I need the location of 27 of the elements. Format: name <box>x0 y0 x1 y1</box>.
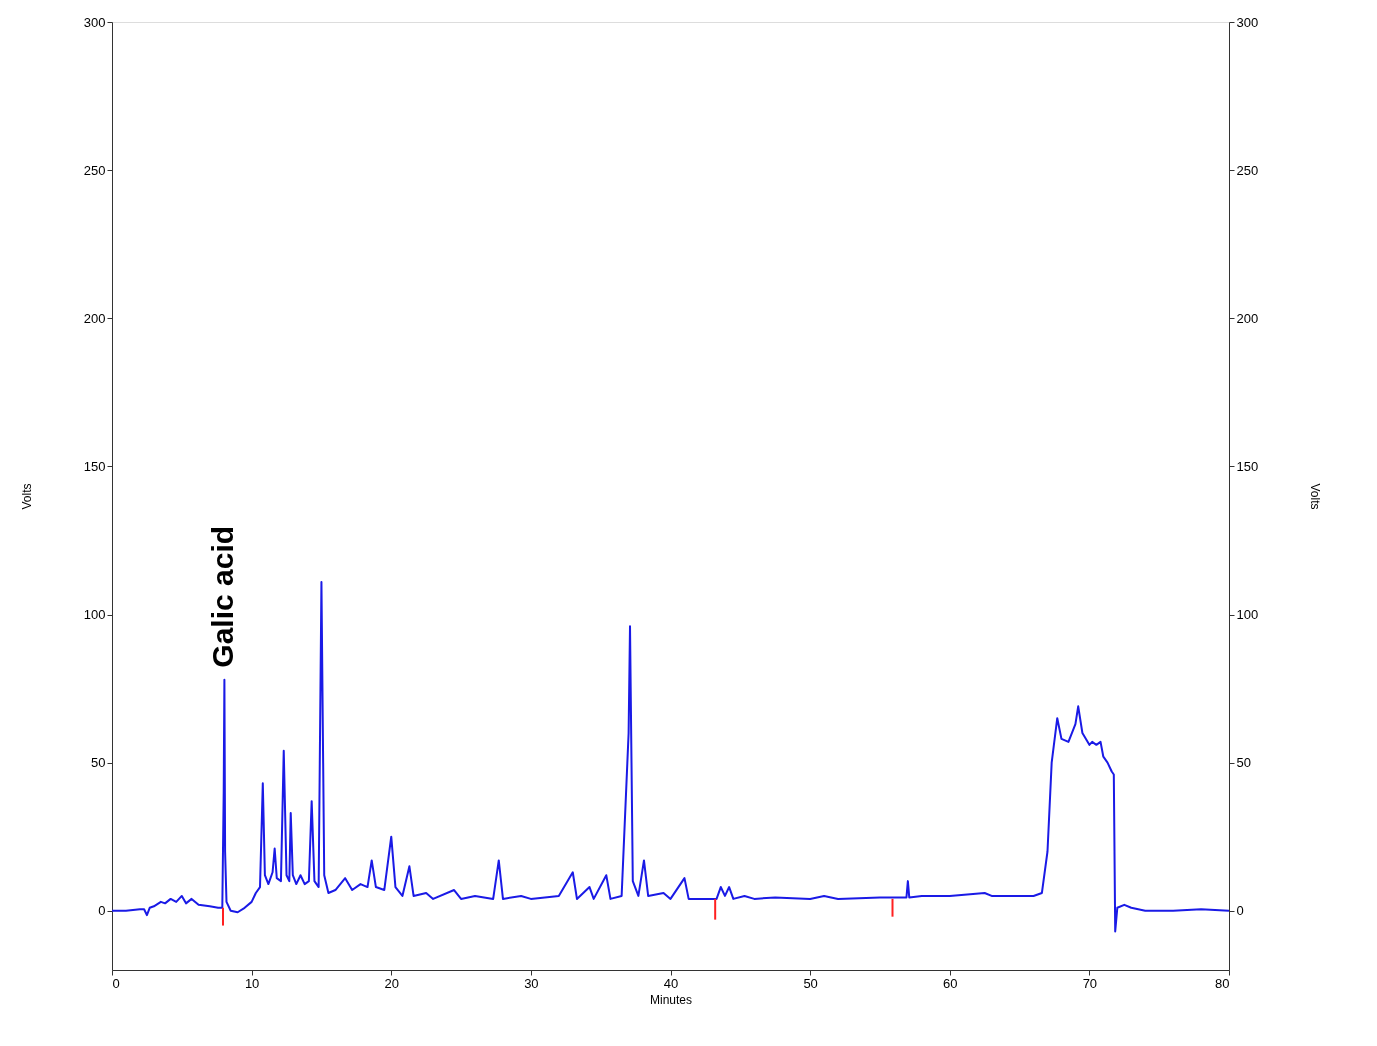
y2-tick-label: 50 <box>1236 755 1251 771</box>
y-tick-label: 200 <box>83 310 106 326</box>
x-tick-label: 0 <box>112 975 120 991</box>
y2-tick-label: 250 <box>1236 162 1259 178</box>
y-tick-label: 250 <box>83 162 106 178</box>
annotation: Galic acid <box>206 525 240 668</box>
x-tick-label: 80 <box>1215 975 1230 991</box>
y2-tick-label: 200 <box>1236 310 1259 326</box>
y2-tick-label: 100 <box>1236 607 1259 622</box>
x-tick-label: 30 <box>524 975 539 991</box>
y-tick-label: 300 <box>83 14 106 30</box>
y-tick-label: 150 <box>83 458 106 474</box>
x-tick-label: 10 <box>244 975 260 991</box>
x-tick-label: 50 <box>803 975 818 991</box>
x-tick-label: 70 <box>1082 975 1098 991</box>
x-tick-label: 20 <box>384 975 399 991</box>
x-tick-label: 40 <box>663 975 679 991</box>
y-tick-label: 50 <box>91 755 106 771</box>
x-axis-title: Minutes <box>649 992 693 1007</box>
x-tick-label: 60 <box>943 975 958 991</box>
y2-axis-title: Volts <box>1308 483 1323 510</box>
y-axis-title: Volts <box>19 483 34 510</box>
y-tick-label: 100 <box>83 607 106 622</box>
y2-tick-label: 0 <box>1236 903 1244 919</box>
y2-tick-label: 300 <box>1236 14 1259 30</box>
y-tick-label: 0 <box>98 903 106 919</box>
y2-tick-label: 150 <box>1236 458 1259 474</box>
